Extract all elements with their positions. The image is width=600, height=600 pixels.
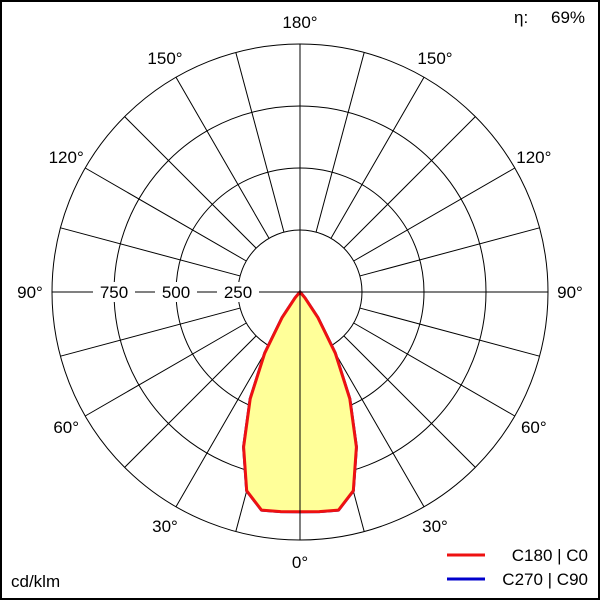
legend-label: C180 | C0 — [512, 546, 588, 565]
angle-label: 180° — [282, 13, 317, 32]
angle-label: 30° — [422, 517, 448, 536]
grid-spoke — [175, 76, 270, 239]
grid-spoke — [359, 307, 540, 357]
tick-label-bg — [155, 282, 197, 302]
angle-label: 0° — [292, 553, 308, 572]
grid-spoke — [175, 345, 270, 508]
angle-label: 60° — [53, 418, 79, 437]
grid-spoke — [359, 227, 540, 277]
grid-spoke — [60, 307, 241, 357]
angle-label-bg — [550, 282, 590, 302]
tick-label-bg — [93, 282, 135, 302]
grid-spoke — [343, 335, 476, 468]
angle-label: 90° — [17, 283, 43, 302]
grid-spoke — [315, 52, 365, 233]
angle-label: 150° — [147, 49, 182, 68]
grid-spoke — [124, 116, 257, 249]
grid-spoke — [124, 335, 257, 468]
radial-tick-label: 750 — [100, 283, 128, 302]
legend-label: C270 | C90 — [502, 570, 588, 589]
grid-spoke — [84, 322, 247, 417]
angle-label-bg — [10, 282, 50, 302]
efficiency-value: 69% — [551, 8, 585, 27]
angle-label: 150° — [417, 49, 452, 68]
radial-tick-label: 250 — [224, 283, 252, 302]
grid-spoke — [84, 167, 247, 262]
angle-label: 60° — [521, 418, 547, 437]
grid-spoke — [353, 167, 516, 262]
radial-tick-label: 500 — [162, 283, 190, 302]
tick-label-bg — [217, 282, 259, 302]
labels: 250 500 750 0° 30° 30° 60° 60° 90° 90° 120° 120° 150… — [10, 13, 590, 572]
efficiency-label: η: — [514, 8, 528, 27]
grid-spoke — [235, 52, 285, 233]
angle-label: 90° — [557, 283, 583, 302]
grid-spoke — [330, 76, 425, 239]
legend: C180 | C0 C270 | C90 — [447, 546, 588, 589]
angle-label: 30° — [152, 517, 178, 536]
angle-label: 120° — [49, 148, 84, 167]
unit-label: cd/klm — [11, 572, 60, 591]
grid-spoke — [60, 227, 241, 277]
grid-spoke — [343, 116, 476, 249]
grid-spoke — [353, 322, 516, 417]
angle-label: 120° — [516, 148, 551, 167]
grid-spoke — [330, 345, 425, 508]
